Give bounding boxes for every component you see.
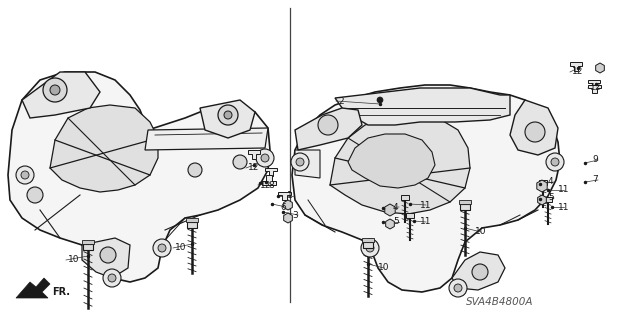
Polygon shape (22, 72, 100, 118)
Text: 6: 6 (280, 203, 285, 211)
Text: 12: 12 (260, 181, 271, 189)
Circle shape (153, 239, 171, 257)
Text: 9: 9 (592, 155, 598, 165)
Polygon shape (50, 105, 158, 192)
Circle shape (261, 154, 269, 162)
Circle shape (318, 115, 338, 135)
Circle shape (158, 244, 166, 252)
Circle shape (16, 166, 34, 184)
Text: 12: 12 (590, 84, 602, 93)
Polygon shape (570, 62, 582, 71)
Text: 11: 11 (420, 218, 431, 226)
Bar (187, 222, 197, 228)
Polygon shape (386, 219, 394, 229)
Bar (544, 197, 552, 202)
Polygon shape (284, 213, 292, 223)
Polygon shape (588, 80, 600, 88)
Polygon shape (292, 85, 560, 292)
Circle shape (256, 149, 274, 167)
Bar (362, 238, 374, 242)
Text: 11: 11 (420, 201, 431, 210)
Circle shape (291, 153, 309, 171)
Circle shape (27, 187, 43, 203)
Circle shape (546, 153, 564, 171)
Polygon shape (278, 192, 291, 200)
Text: 2: 2 (338, 97, 344, 106)
Text: 5: 5 (548, 194, 554, 203)
Text: 3: 3 (292, 211, 298, 219)
Polygon shape (82, 238, 130, 278)
Bar (186, 218, 198, 222)
Circle shape (108, 274, 116, 282)
Text: 10: 10 (378, 263, 390, 272)
Polygon shape (265, 168, 277, 176)
Polygon shape (262, 175, 276, 185)
Circle shape (361, 239, 379, 257)
Polygon shape (295, 108, 362, 150)
Polygon shape (248, 150, 260, 159)
Text: 10: 10 (475, 227, 486, 236)
Bar (82, 240, 94, 244)
Polygon shape (348, 134, 435, 188)
Circle shape (103, 269, 121, 287)
Polygon shape (588, 85, 601, 93)
Text: SVA4B4800A: SVA4B4800A (466, 297, 533, 307)
Polygon shape (295, 150, 320, 178)
Circle shape (224, 111, 232, 119)
Circle shape (218, 105, 238, 125)
Circle shape (454, 284, 462, 292)
Polygon shape (330, 115, 470, 214)
Bar (459, 200, 471, 204)
Polygon shape (510, 100, 558, 155)
Bar (539, 180, 547, 185)
Polygon shape (452, 252, 505, 290)
Circle shape (233, 155, 247, 169)
Circle shape (551, 158, 559, 166)
Bar (83, 244, 93, 250)
Circle shape (43, 78, 67, 102)
Text: 4: 4 (393, 203, 399, 211)
Text: 1: 1 (287, 191, 292, 201)
Text: FR.: FR. (52, 287, 70, 297)
Circle shape (100, 247, 116, 263)
Polygon shape (596, 63, 604, 73)
Text: 11: 11 (558, 203, 570, 211)
Polygon shape (200, 100, 255, 138)
Polygon shape (16, 278, 50, 298)
Circle shape (377, 97, 383, 103)
Circle shape (21, 171, 29, 179)
Polygon shape (538, 195, 547, 205)
Bar (363, 242, 373, 248)
Polygon shape (145, 128, 268, 150)
Circle shape (296, 158, 304, 166)
Polygon shape (284, 200, 292, 210)
Circle shape (188, 163, 202, 177)
Circle shape (50, 85, 60, 95)
Circle shape (449, 279, 467, 297)
Text: 12: 12 (248, 164, 259, 173)
Polygon shape (385, 204, 395, 216)
Circle shape (366, 244, 374, 252)
Text: 11: 11 (558, 186, 570, 195)
Text: 7: 7 (592, 175, 598, 184)
Text: 10: 10 (68, 256, 79, 264)
Polygon shape (8, 72, 270, 282)
Polygon shape (335, 88, 510, 125)
Polygon shape (537, 180, 547, 192)
Text: 10: 10 (175, 243, 186, 253)
Text: 5: 5 (393, 218, 399, 226)
Bar (401, 195, 409, 200)
Text: 8: 8 (268, 181, 274, 189)
Bar (406, 213, 414, 218)
Text: 4: 4 (548, 177, 554, 187)
Circle shape (525, 122, 545, 142)
Circle shape (472, 264, 488, 280)
Bar (460, 204, 470, 210)
Text: 12: 12 (572, 68, 584, 77)
